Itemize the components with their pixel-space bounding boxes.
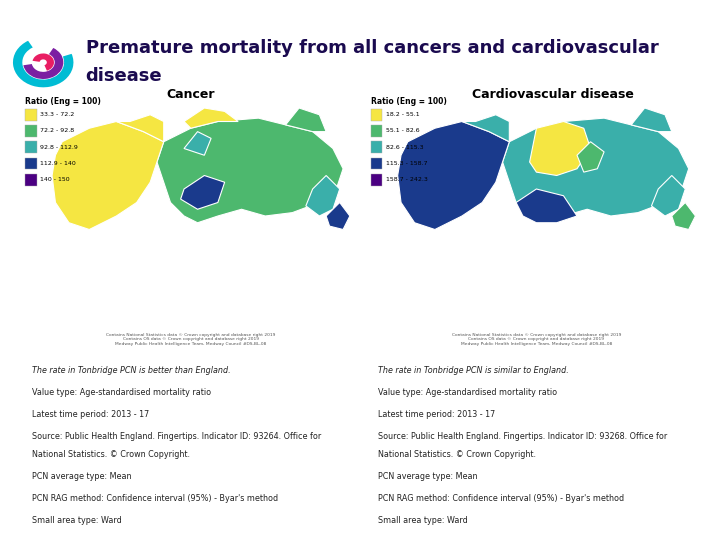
Text: 18.2 - 55.1: 18.2 - 55.1 [386, 112, 420, 117]
Bar [371, 174, 382, 186]
Bar [25, 158, 37, 170]
Text: Source: Public Health England. Fingertips. Indicator ID: 93264. Office for: Source: Public Health England. Fingertip… [32, 432, 321, 441]
Text: disease: disease [86, 67, 162, 85]
Text: 140 - 150: 140 - 150 [40, 177, 70, 182]
Polygon shape [184, 108, 238, 128]
Bar [25, 125, 37, 137]
Text: PCN RAG method: Confidence interval (95%) - Byar's method: PCN RAG method: Confidence interval (95%… [378, 494, 624, 503]
Polygon shape [577, 141, 604, 172]
Text: PCN RAG method: Confidence interval (95%) - Byar's method: PCN RAG method: Confidence interval (95%… [32, 494, 278, 503]
Polygon shape [184, 132, 211, 156]
Text: PCN average type: Mean: PCN average type: Mean [32, 472, 132, 481]
Text: 115.3 - 158.7: 115.3 - 158.7 [386, 161, 427, 166]
Bar [25, 109, 37, 121]
Polygon shape [181, 176, 225, 209]
Text: Value type: Age-standardised mortality ratio: Value type: Age-standardised mortality r… [32, 388, 211, 397]
Bar [371, 109, 382, 121]
Text: National Statistics. © Crown Copyright.: National Statistics. © Crown Copyright. [32, 450, 190, 459]
Text: Cardiovascular disease: Cardiovascular disease [472, 88, 634, 101]
Text: Cancer: Cancer [166, 88, 215, 101]
Text: The rate in Tonbridge PCN is similar to England.: The rate in Tonbridge PCN is similar to … [378, 366, 569, 375]
Wedge shape [32, 53, 54, 71]
Polygon shape [52, 122, 163, 230]
Text: Small area type: Ward: Small area type: Ward [378, 516, 467, 525]
Polygon shape [530, 122, 590, 176]
Text: Ratio (Eng = 100): Ratio (Eng = 100) [25, 97, 101, 106]
Text: 112.9 - 140: 112.9 - 140 [40, 161, 76, 166]
Polygon shape [516, 189, 577, 222]
Text: Latest time period: 2013 - 17: Latest time period: 2013 - 17 [32, 410, 149, 418]
Bar [25, 174, 37, 186]
Bar [371, 158, 382, 170]
Text: Small area type: Ward: Small area type: Ward [32, 516, 122, 525]
Polygon shape [117, 115, 163, 141]
Text: 55.1 - 82.6: 55.1 - 82.6 [386, 129, 420, 133]
Bar [371, 125, 382, 137]
Polygon shape [397, 122, 509, 230]
Polygon shape [326, 202, 350, 230]
Bar [25, 141, 37, 153]
Polygon shape [672, 202, 696, 230]
Text: Premature mortality from all cancers and cardiovascular: Premature mortality from all cancers and… [86, 38, 658, 57]
Text: PCN average type: Mean: PCN average type: Mean [378, 472, 477, 481]
Wedge shape [23, 48, 63, 79]
Bar [371, 141, 382, 153]
Text: Contains National Statistics data © Crown copyright and database right 2019
Cont: Contains National Statistics data © Crow… [106, 333, 276, 346]
Text: 41: 41 [9, 8, 26, 22]
Text: Latest time period: 2013 - 17: Latest time period: 2013 - 17 [378, 410, 495, 418]
Polygon shape [462, 115, 509, 141]
Text: Contains National Statistics data © Crown copyright and database right 2019
Cont: Contains National Statistics data © Crow… [451, 333, 621, 346]
Text: 92.8 - 112.9: 92.8 - 112.9 [40, 145, 78, 150]
Text: The rate in Tonbridge PCN is better than England.: The rate in Tonbridge PCN is better than… [32, 366, 230, 375]
Polygon shape [306, 176, 340, 216]
Text: 72.2 - 92.8: 72.2 - 92.8 [40, 129, 74, 133]
Polygon shape [652, 176, 685, 216]
Polygon shape [286, 108, 326, 132]
Text: 33.3 - 72.2: 33.3 - 72.2 [40, 112, 74, 117]
Text: 82.6 - 115.3: 82.6 - 115.3 [386, 145, 423, 150]
Text: 158.7 - 242.3: 158.7 - 242.3 [386, 177, 428, 182]
Polygon shape [157, 118, 343, 222]
Text: Value type: Age-standardised mortality ratio: Value type: Age-standardised mortality r… [378, 388, 557, 397]
Polygon shape [631, 108, 672, 132]
Polygon shape [503, 118, 689, 222]
Wedge shape [13, 40, 73, 87]
Text: Ratio (Eng = 100): Ratio (Eng = 100) [371, 97, 446, 106]
Text: Source: Public Health England. Fingertips. Indicator ID: 93268. Office for: Source: Public Health England. Fingertip… [378, 432, 667, 441]
Text: National Statistics. © Crown Copyright.: National Statistics. © Crown Copyright. [378, 450, 536, 459]
